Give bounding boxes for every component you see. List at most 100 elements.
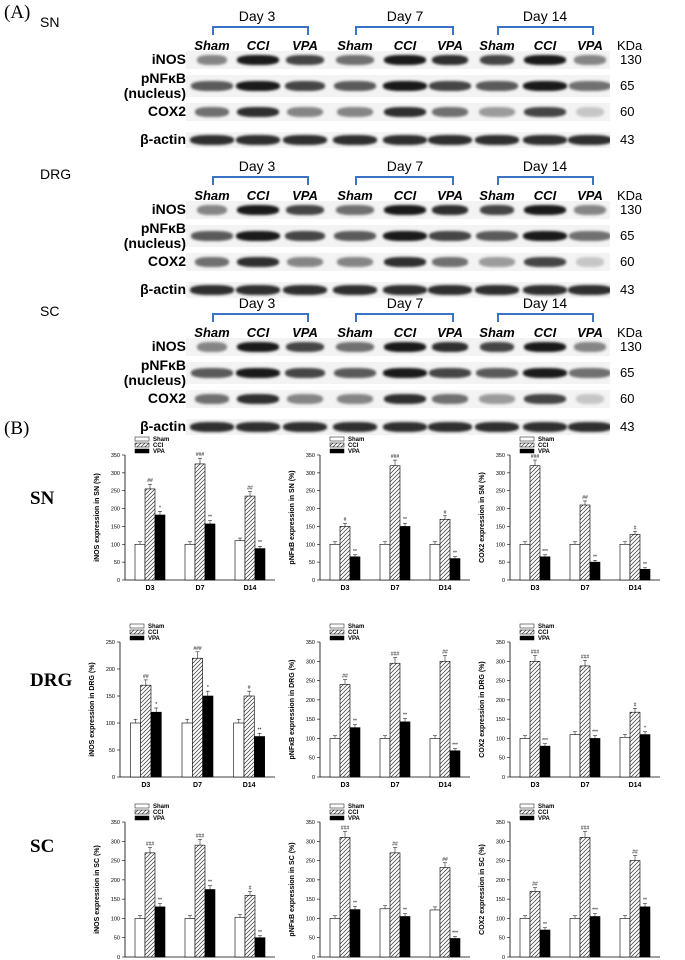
- blot-band: [236, 422, 280, 432]
- y-tick-label: 150: [496, 524, 505, 530]
- day-bracket: [355, 176, 454, 185]
- blot-band: [286, 55, 324, 65]
- bar-cci: [629, 533, 641, 581]
- y-tick-label: 50: [309, 756, 315, 762]
- significance-mark: **: [353, 549, 357, 555]
- y-axis-label: iNOS expression in SC (%): [94, 845, 101, 934]
- bar-cci: [194, 463, 206, 581]
- row-label-sc: SC: [30, 836, 55, 857]
- y-tick-label: 50: [114, 560, 120, 566]
- blot-strip: [186, 362, 610, 384]
- blot-band: [574, 55, 606, 65]
- molecular-weight: 43: [620, 419, 635, 434]
- group-label: Sham: [337, 325, 373, 340]
- blot-band: [574, 205, 606, 215]
- x-tick-label: D14: [629, 585, 642, 592]
- molecular-weight: 60: [620, 104, 635, 119]
- legend-swatch: [329, 815, 345, 821]
- y-tick-label: 300: [306, 471, 315, 477]
- x-tick-label: D14: [243, 782, 256, 789]
- blot-band: [429, 81, 471, 91]
- blot-band: [475, 135, 519, 145]
- legend-label: Sham: [148, 624, 164, 630]
- bar-cci: [439, 867, 451, 958]
- significance-mark: #: [344, 517, 347, 523]
- blot-band: [337, 257, 373, 267]
- bar-cci: [140, 684, 152, 778]
- group-label: VPA: [292, 188, 318, 203]
- significance-mark: **: [258, 727, 262, 733]
- bar-sham: [379, 738, 391, 778]
- bar-cci: [629, 711, 641, 778]
- blot-band: [384, 394, 426, 404]
- blot-strip: [186, 419, 610, 435]
- x-tick-label: D14: [629, 782, 642, 789]
- blot-band: [576, 107, 604, 117]
- significance-mark: ***: [542, 549, 548, 555]
- bar-vpa: [399, 526, 411, 581]
- bar-sham: [429, 738, 441, 778]
- bar-vpa: [449, 750, 461, 778]
- significance-mark: #: [444, 510, 447, 516]
- blot-band: [576, 257, 604, 267]
- blot-band: [523, 231, 567, 241]
- blot-band: [523, 368, 567, 378]
- group-label: CCI: [393, 38, 417, 53]
- y-tick-label: 0: [312, 955, 315, 960]
- group-label: Sham: [194, 188, 230, 203]
- y-tick-label: 200: [496, 507, 505, 513]
- blot-band: [569, 231, 610, 241]
- significance-mark: **: [208, 515, 212, 521]
- blot-band: [429, 368, 471, 378]
- legend-swatch: [519, 436, 535, 442]
- significance-mark: ***: [452, 743, 458, 749]
- y-tick-label: 0: [117, 578, 120, 584]
- significance-mark: #: [249, 886, 252, 892]
- significance-mark: ###: [391, 652, 400, 658]
- y-tick-label: 250: [111, 859, 120, 865]
- legend-swatch: [329, 629, 345, 635]
- blot-band: [383, 422, 427, 432]
- y-tick-label: 250: [496, 859, 505, 865]
- y-tick-label: 100: [106, 721, 115, 727]
- bar-sham: [569, 543, 581, 581]
- y-tick-label: 0: [502, 578, 505, 584]
- y-tick-label: 50: [309, 560, 315, 566]
- bar-cci: [192, 657, 203, 778]
- blot-band: [432, 205, 468, 215]
- group-label: VPA: [577, 325, 603, 340]
- protein-label: iNOS: [151, 51, 186, 67]
- significance-mark: **: [403, 908, 407, 914]
- legend-swatch: [134, 442, 150, 448]
- legend-swatch: [134, 803, 150, 809]
- significance-mark: *: [644, 726, 646, 732]
- legend-swatch: [329, 436, 345, 442]
- bar-sham: [619, 543, 631, 581]
- legend-label: Sham: [538, 804, 554, 810]
- molecular-weight: 130: [620, 339, 642, 354]
- bar-sham: [329, 738, 341, 778]
- y-tick-label: 200: [106, 667, 115, 673]
- bar-cci: [389, 852, 401, 958]
- row-label-drg: DRG: [30, 670, 73, 691]
- bar-vpa: [399, 721, 411, 778]
- y-tick-label: 300: [306, 839, 315, 845]
- blot-band: [336, 55, 374, 65]
- bar-sham: [519, 738, 531, 778]
- blot-band: [568, 285, 610, 295]
- x-tick-label: D7: [391, 585, 400, 592]
- bar-cci: [439, 660, 451, 778]
- y-tick-label: 200: [306, 878, 315, 884]
- blot-band: [479, 107, 515, 117]
- blot-band: [383, 285, 427, 295]
- bar-vpa: [204, 523, 216, 581]
- blot-band: [236, 368, 280, 378]
- legend-label: VPA: [148, 636, 161, 642]
- y-tick-label: 150: [496, 717, 505, 723]
- protein-label: pNFκB (nucleus): [123, 70, 186, 101]
- significance-mark: **: [258, 540, 262, 546]
- blot-band: [432, 394, 468, 404]
- blot-band: [333, 285, 377, 295]
- blot-band: [197, 342, 227, 352]
- chart-2: 0 50 100 150 200 250 300 350 pNFκB expression in…: [289, 436, 470, 592]
